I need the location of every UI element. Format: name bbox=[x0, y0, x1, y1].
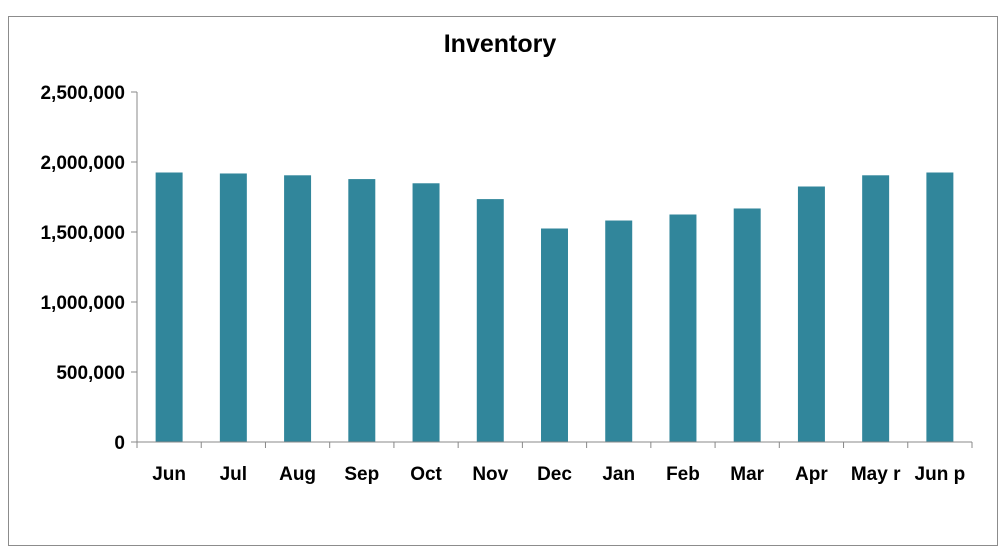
y-tick-label: 2,000,000 bbox=[40, 153, 125, 174]
bar-dec bbox=[541, 228, 568, 442]
y-tick-label: 1,000,000 bbox=[40, 293, 125, 314]
bar-oct bbox=[412, 183, 440, 442]
y-tick-label: 2,500,000 bbox=[40, 83, 125, 104]
x-tick-label: Jul bbox=[220, 464, 247, 485]
x-tick-label: Jun bbox=[152, 464, 186, 485]
x-tick-label: Apr bbox=[795, 464, 828, 485]
bar-jun-p bbox=[926, 172, 954, 442]
bars-group bbox=[155, 172, 954, 443]
bar-mar bbox=[733, 208, 761, 442]
bar-may-r bbox=[862, 175, 890, 443]
x-tick-label: Nov bbox=[472, 464, 508, 485]
bar-aug bbox=[284, 175, 312, 443]
x-tick-label: Jan bbox=[602, 464, 635, 485]
bar-jun bbox=[155, 172, 183, 442]
x-tick-label: Sep bbox=[344, 464, 379, 485]
x-tick-label: Oct bbox=[410, 464, 442, 485]
bar-nov bbox=[476, 199, 504, 442]
y-axis: 0 500,000 1,000,000 1,500,000 2,000,000 2,500… bbox=[40, 83, 138, 454]
x-tick-label: Jun p bbox=[915, 464, 966, 485]
bar-apr bbox=[797, 186, 825, 442]
bar-jul bbox=[219, 173, 247, 443]
x-axis: Jun Jul Aug Sep Oct Nov Dec Jan Feb Mar Apr May r Ju… bbox=[136, 441, 973, 485]
x-tick-label: Feb bbox=[666, 464, 700, 485]
bar-jan bbox=[605, 220, 633, 442]
y-tick-label: 1,500,000 bbox=[40, 223, 125, 244]
x-tick-label: Mar bbox=[730, 464, 764, 485]
x-tick-label: May r bbox=[851, 464, 901, 485]
y-tick-label: 500,000 bbox=[56, 363, 125, 384]
bar-feb bbox=[669, 214, 697, 442]
chart-title: Inventory bbox=[444, 30, 557, 58]
bar-sep bbox=[348, 179, 376, 442]
x-tick-label: Aug bbox=[279, 464, 316, 485]
x-tick-label: Dec bbox=[537, 464, 572, 485]
y-tick-label: 0 bbox=[114, 433, 125, 454]
